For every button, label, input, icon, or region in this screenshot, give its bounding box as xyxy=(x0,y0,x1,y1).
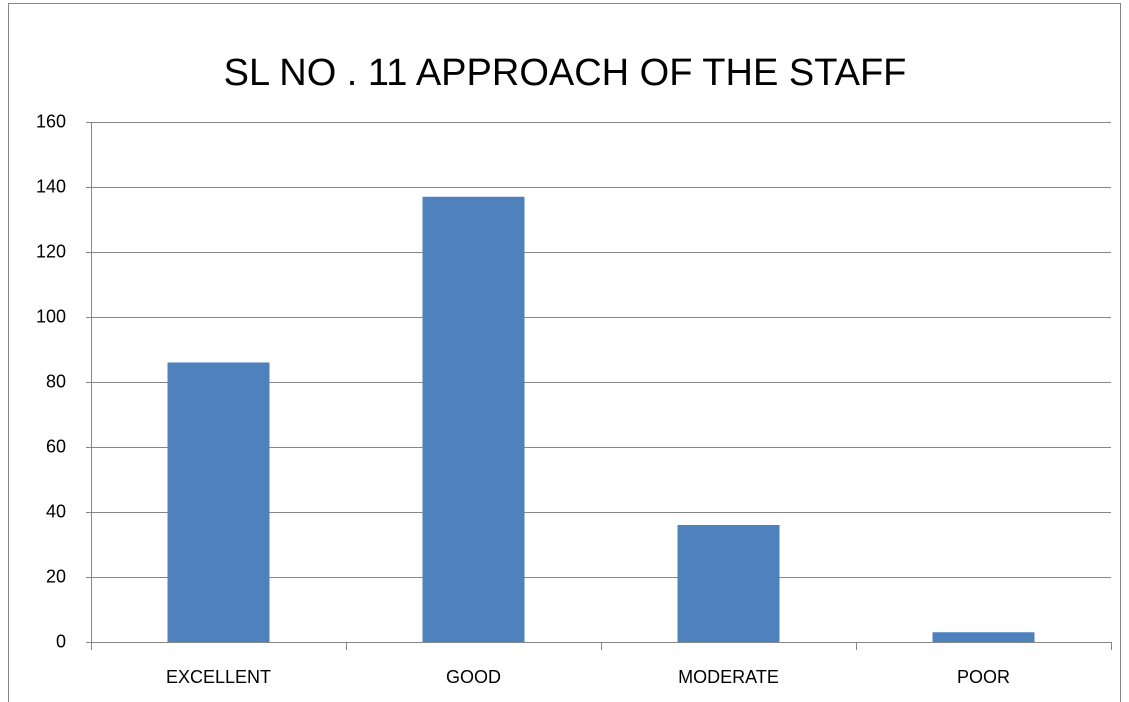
y-tick-label: 40 xyxy=(46,501,66,521)
y-tick-label: 100 xyxy=(36,306,66,326)
y-tick-label: 0 xyxy=(56,631,66,651)
y-tick-label: 20 xyxy=(46,566,66,586)
y-tick-label: 80 xyxy=(46,371,66,391)
x-tick-label: POOR xyxy=(957,667,1010,687)
chart-border xyxy=(8,3,1121,702)
x-tick-label: GOOD xyxy=(446,667,501,687)
y-tick-label: 160 xyxy=(36,111,66,131)
bar xyxy=(422,196,525,642)
x-tick-label: EXCELLENT xyxy=(166,667,271,687)
bar xyxy=(932,632,1035,642)
chart-title: SL NO . 11 APPROACH OF THE STAFF xyxy=(224,52,907,94)
bar xyxy=(167,362,270,642)
y-tick-label: 60 xyxy=(46,436,66,456)
y-tick-label: 140 xyxy=(36,176,66,196)
x-tick-label: MODERATE xyxy=(678,667,779,687)
bar xyxy=(677,525,780,642)
y-tick-label: 120 xyxy=(36,241,66,261)
